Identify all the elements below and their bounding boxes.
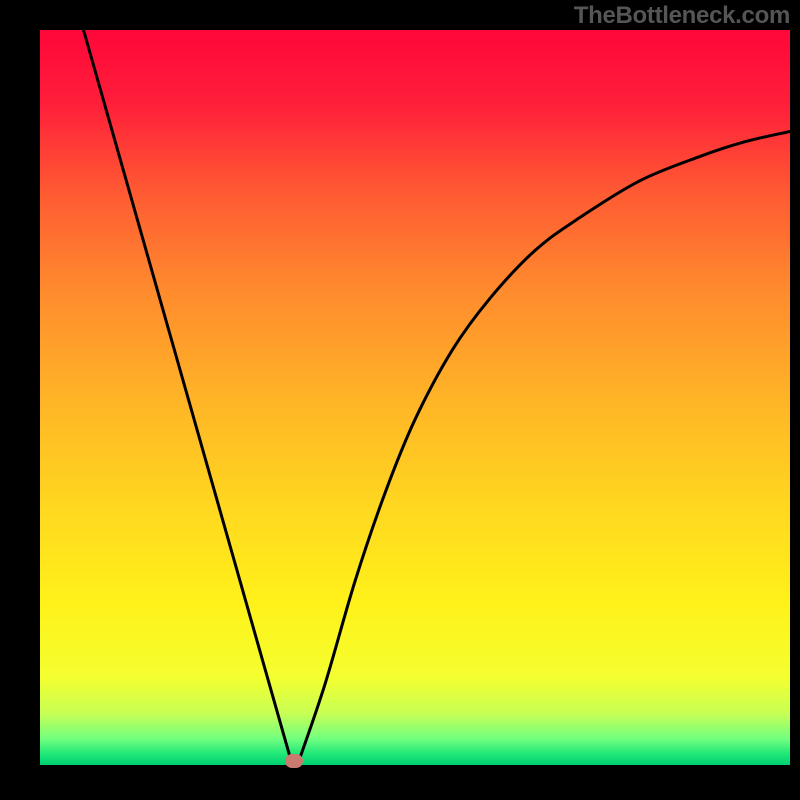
gradient-background <box>40 30 790 765</box>
watermark-text: TheBottleneck.com <box>574 2 790 30</box>
minimum-marker <box>285 754 303 768</box>
chart-area <box>40 30 790 765</box>
chart-frame: TheBottleneck.com <box>0 0 800 800</box>
